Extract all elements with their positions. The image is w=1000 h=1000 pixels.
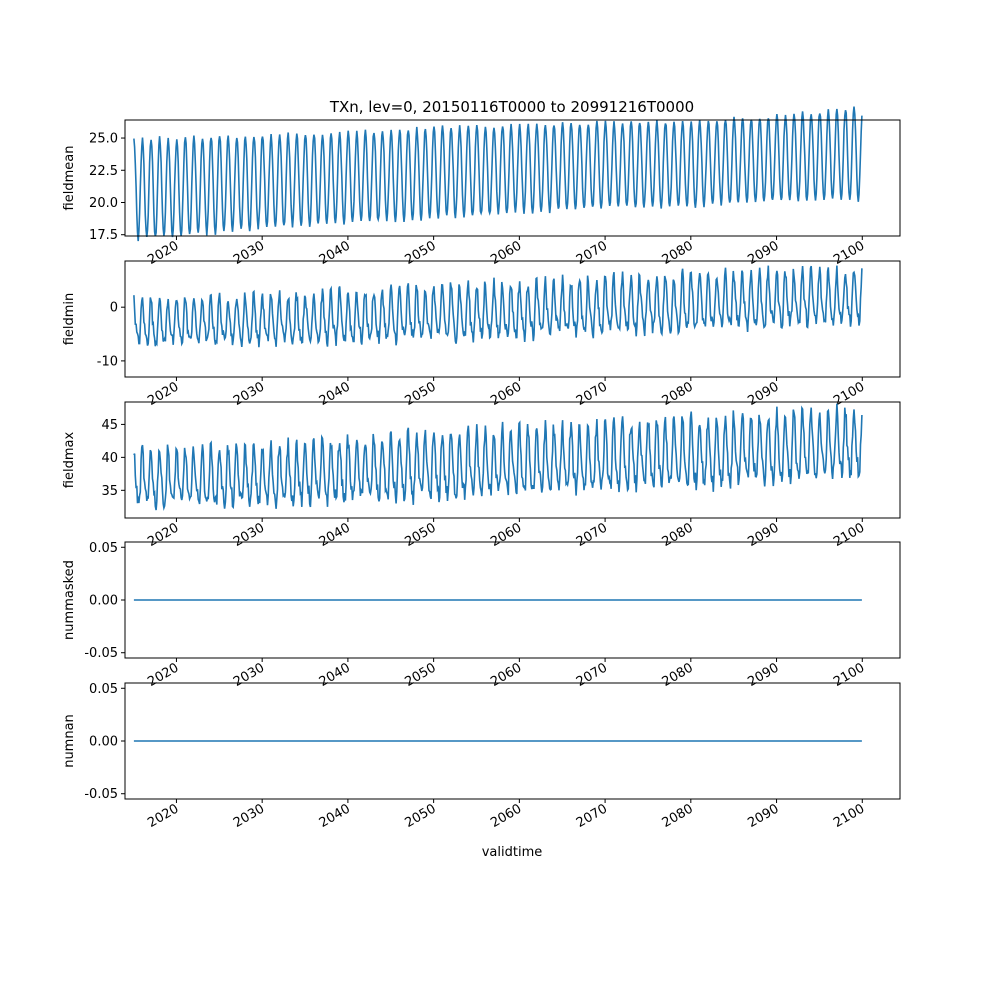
y-axis-label-fieldmean: fieldmean: [62, 146, 77, 211]
y-tick-label: -0.05: [84, 646, 118, 661]
series-line-fieldmin: [133, 265, 863, 348]
y-tick-label: 40: [101, 451, 118, 466]
chart-title: TXn, lev=0, 20150116T0000 to 20991216T00…: [329, 98, 694, 116]
y-tick-label: 0.05: [89, 682, 118, 697]
y-tick-label: 45: [101, 418, 118, 433]
y-tick-label: 25.0: [89, 132, 118, 147]
axes-frame-fieldmin: [124, 260, 901, 378]
y-tick-label: 0.00: [89, 594, 118, 609]
y-tick-label: 0: [110, 301, 118, 316]
y-tick-label: 0.00: [89, 735, 118, 750]
y-axis-label-numnan: numnan: [62, 714, 77, 768]
y-tick-label: 0.05: [89, 541, 118, 556]
series-line-fieldmax: [133, 403, 863, 512]
y-tick-label: 35: [101, 484, 118, 499]
axes-frame-fieldmax: [124, 401, 901, 519]
y-axis-label-fieldmax: fieldmax: [62, 432, 77, 489]
y-axis-label-fieldmin: fieldmin: [62, 293, 77, 346]
y-axis-label-nummasked: nummasked: [62, 560, 77, 640]
y-tick-label: 20.0: [89, 196, 118, 211]
x-axis-label: validtime: [482, 845, 543, 860]
y-tick-label: 22.5: [89, 164, 118, 179]
y-tick-label: 17.5: [89, 228, 118, 243]
axes-frame-fieldmean: [124, 119, 901, 237]
series-line-fieldmean: [133, 106, 863, 242]
y-tick-label: -10: [97, 354, 118, 369]
y-tick-label: -0.05: [84, 787, 118, 802]
